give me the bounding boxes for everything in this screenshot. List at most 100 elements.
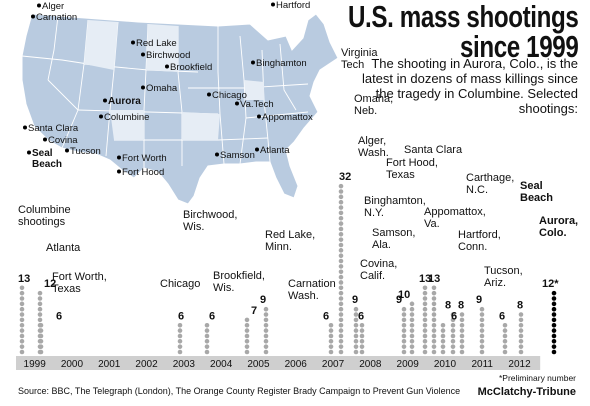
- bar-dot: [440, 349, 446, 355]
- bar-dot: [450, 322, 456, 328]
- bar-dot: [204, 339, 210, 344]
- bar-dot: [359, 349, 365, 355]
- bar-dot: [19, 339, 25, 344]
- bar-dot: [409, 333, 415, 339]
- bar-dot: [479, 349, 485, 355]
- data-label-birchwood-wis: 6: [209, 310, 215, 322]
- bar-dot: [338, 349, 344, 355]
- bar-omaha-neb: [353, 306, 359, 355]
- map-label-brookfield: Brookfield: [170, 62, 212, 73]
- map-marker-aurora: [103, 98, 107, 103]
- bar-hartford-conn: [479, 306, 485, 355]
- data-label-appomattox-va: 8: [458, 300, 464, 312]
- bar-dot: [338, 232, 344, 237]
- bar-dot: [244, 317, 250, 323]
- bar-dot: [479, 322, 485, 328]
- bar-dot: [263, 306, 269, 312]
- event-label-alger-wash: Alger, Wash.: [358, 135, 389, 159]
- map-label-atlanta: Atlanta: [260, 145, 290, 156]
- bar-dot: [518, 328, 524, 333]
- bar-dot: [459, 339, 465, 344]
- map-label-santa-clara: Santa Clara: [28, 123, 79, 134]
- event-label-covina-calif: Covina, Calif.: [360, 258, 397, 282]
- data-label-alger-wash: 6: [358, 310, 364, 322]
- map-marker-chicago: [207, 92, 211, 97]
- bar-dot: [409, 306, 415, 312]
- bar-dot: [459, 333, 465, 339]
- footnote: *Preliminary number: [499, 373, 576, 383]
- bar-dot: [338, 328, 344, 333]
- map-marker-binghamton: [251, 60, 255, 65]
- map-marker-seal-beach: [27, 150, 31, 155]
- bar-dot: [338, 322, 344, 328]
- bar-dot: [422, 333, 428, 339]
- bar-dot: [19, 285, 25, 291]
- bar-dot: [502, 349, 508, 355]
- data-label-fort-worth-texas: 6: [56, 310, 62, 322]
- bar-dot: [338, 290, 344, 296]
- event-label-atlanta: Atlanta: [46, 242, 81, 254]
- bar-dot: [338, 248, 344, 253]
- bar-dot: [204, 322, 210, 328]
- bar-dot: [409, 317, 415, 323]
- bar-dot: [422, 312, 428, 317]
- bar-dot: [338, 258, 344, 264]
- bar-dot: [551, 290, 557, 296]
- bar-dot: [338, 333, 344, 339]
- bar-dot: [450, 312, 456, 317]
- bar-dot: [450, 344, 456, 349]
- bar-dot: [431, 312, 437, 317]
- data-label-carnation-wash: 6: [323, 310, 329, 322]
- data-label-samson-ala: 10: [398, 289, 410, 301]
- event-label-tucson-ariz: Tucson, Ariz.: [484, 265, 523, 289]
- bar-dot: [19, 322, 25, 328]
- bar-dot: [37, 306, 43, 312]
- event-label-carnation-wash: Carnation Wash.: [288, 278, 336, 302]
- bar-dot: [440, 344, 446, 349]
- event-label-virginia-tech: Virginia Tech: [341, 47, 378, 71]
- data-label-omaha-neb: 9: [352, 294, 358, 306]
- event-label-hartford-conn: Hartford, Conn.: [458, 229, 501, 253]
- title-line-1: U.S. mass shootings: [347, 0, 579, 34]
- bar-dot: [338, 199, 344, 205]
- map-marker-tucson: [65, 148, 69, 153]
- bar-dot: [338, 226, 344, 232]
- bar-dot: [19, 301, 25, 307]
- bar-dot: [19, 344, 25, 349]
- bar-dot: [431, 333, 437, 339]
- bar-dot: [19, 349, 25, 355]
- map-marker-omaha: [141, 85, 145, 90]
- bar-dot: [431, 301, 437, 307]
- bar-dot: [450, 339, 456, 344]
- year-tick-2006: 2006: [285, 359, 308, 370]
- bar-dot: [551, 296, 557, 301]
- event-label-appomattox-va: Appomattox, Va.: [424, 206, 486, 230]
- bar-dot: [38, 349, 44, 355]
- data-label-seal-beach: 8: [517, 300, 523, 312]
- year-tick-2001: 2001: [98, 359, 121, 370]
- bar-dot: [401, 322, 407, 328]
- data-label-columbine-shootings: 13: [18, 273, 30, 285]
- bar-dot: [19, 312, 25, 317]
- bar-dot: [440, 339, 446, 344]
- bar-dot: [353, 328, 359, 333]
- bar-dot: [551, 349, 557, 355]
- event-label-santa-clara: Santa Clara: [404, 144, 463, 156]
- bar-dot: [19, 328, 25, 333]
- bar-dot: [338, 183, 344, 189]
- bar-dot: [422, 317, 428, 323]
- event-label-omaha-neb: Omaha, Neb.: [354, 93, 393, 117]
- bar-dot: [431, 296, 437, 301]
- bar-dot: [479, 306, 485, 312]
- bar-dot: [431, 290, 437, 296]
- map-label-va-tech: Va.Tech: [240, 99, 274, 110]
- bar-dot: [353, 306, 359, 312]
- bar-dot: [409, 322, 415, 328]
- bar-dot: [551, 312, 557, 317]
- bar-dot: [502, 333, 508, 339]
- bar-dot: [431, 317, 437, 323]
- bar-dot: [450, 349, 456, 355]
- bar-dot: [518, 344, 524, 349]
- bar-dot: [338, 253, 344, 258]
- bar-dot: [204, 349, 210, 355]
